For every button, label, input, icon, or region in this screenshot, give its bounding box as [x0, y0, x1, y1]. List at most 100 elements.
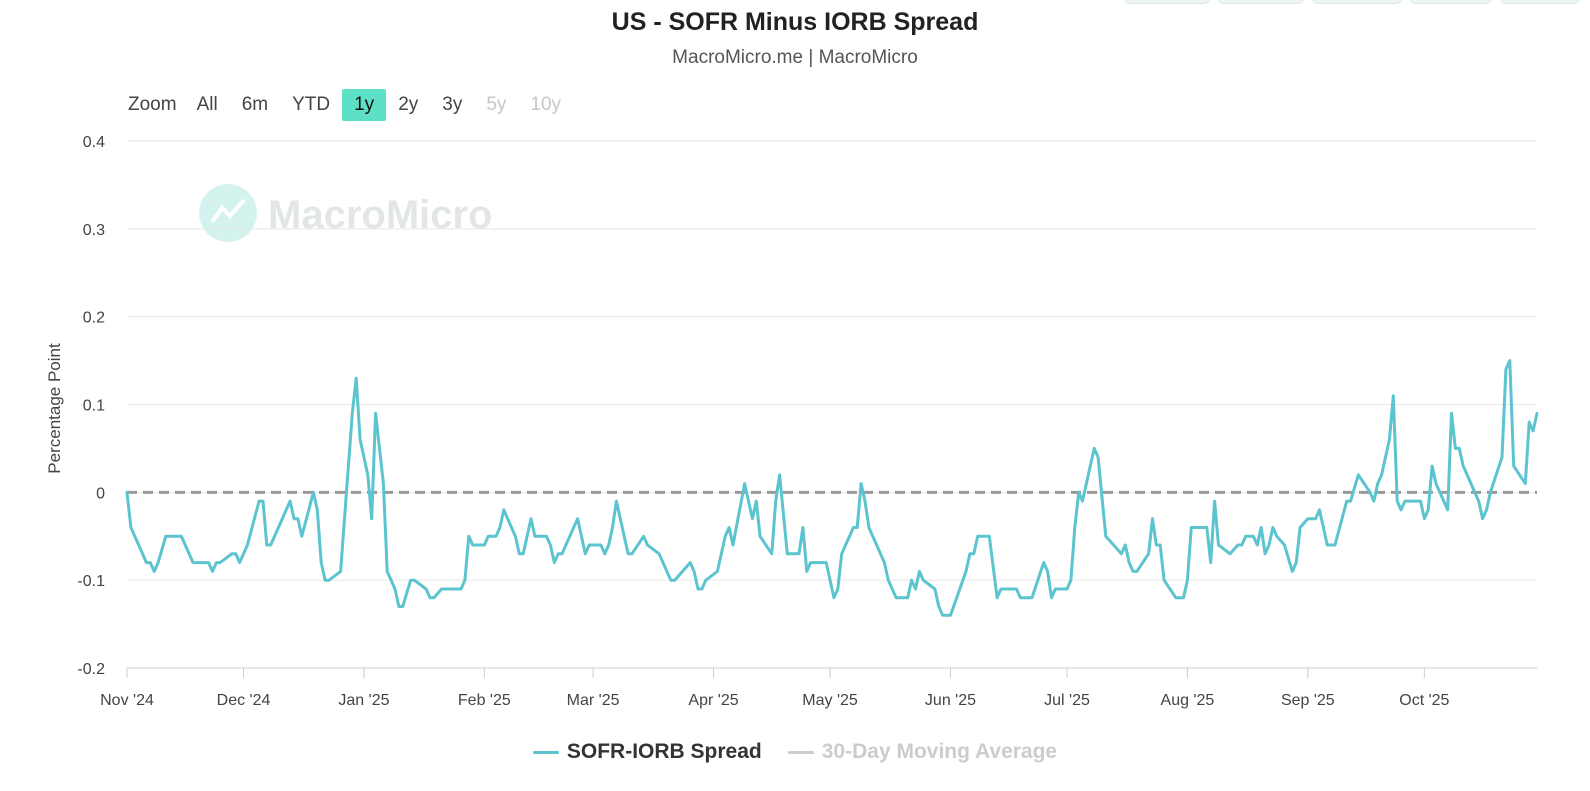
data-point [840, 552, 844, 556]
data-point [1030, 596, 1034, 600]
data-point [296, 517, 300, 521]
data-point [288, 499, 292, 503]
data-point [152, 569, 156, 573]
data-point [1325, 543, 1329, 547]
data-point [774, 499, 778, 503]
data-point [1147, 552, 1151, 556]
zoom-2y-button[interactable]: 2y [386, 89, 430, 121]
data-point [1488, 490, 1492, 494]
data-point [778, 473, 782, 477]
zoom-10y-button[interactable]: 10y [518, 89, 573, 121]
data-point [261, 499, 265, 503]
data-point [370, 517, 374, 521]
watermark-text: MacroMicro [268, 193, 493, 237]
data-point [599, 543, 603, 547]
data-point [1228, 552, 1232, 556]
data-point [1018, 596, 1022, 600]
data-point [1209, 561, 1213, 565]
data-point [696, 587, 700, 591]
data-point [949, 613, 953, 617]
data-point [824, 561, 828, 565]
data-point [630, 552, 634, 556]
data-point [1267, 543, 1271, 547]
data-point [583, 552, 587, 556]
data-point [1271, 526, 1275, 530]
data-point [1457, 446, 1461, 450]
data-point [1535, 411, 1539, 415]
data-point [1422, 517, 1426, 521]
zoom-all-button[interactable]: All [185, 89, 230, 121]
data-point [646, 543, 650, 547]
data-point [521, 552, 525, 556]
data-point [1306, 517, 1310, 521]
x-tick-label: Sep '25 [1281, 692, 1335, 709]
data-point [882, 561, 886, 565]
x-tick-label: Oct '25 [1399, 692, 1449, 709]
data-point [350, 411, 354, 415]
data-point [770, 552, 774, 556]
data-point [1450, 411, 1454, 415]
data-point [1500, 455, 1504, 459]
data-point [1081, 499, 1085, 503]
data-point [1426, 508, 1430, 512]
zoom-5y-button[interactable]: 5y [474, 89, 518, 121]
data-point [832, 596, 836, 600]
data-point [1213, 499, 1217, 503]
data-point [1240, 543, 1244, 547]
data-point [867, 526, 871, 530]
series-layer[interactable] [125, 359, 1539, 618]
legend-item-sofr-iorb-spread[interactable]: SOFR-IORB Spread [532, 740, 762, 764]
legend-item-30-day-moving-average[interactable]: 30-Day Moving Average [787, 740, 1058, 764]
data-point [1259, 526, 1263, 530]
data-point [836, 587, 840, 591]
data-point [428, 596, 432, 600]
data-point [1151, 517, 1155, 521]
y-tick-label: -0.2 [77, 661, 105, 678]
data-point [1504, 367, 1508, 371]
data-point [467, 534, 471, 538]
data-point [692, 569, 696, 573]
data-point [1477, 499, 1481, 503]
zoom-range-selector: Zoom All 6m YTD 1y 2y 3y 5y 10y [120, 89, 573, 121]
x-tick-label: Jun '25 [925, 692, 976, 709]
data-point [937, 605, 941, 609]
data-point [886, 578, 890, 582]
data-point [1469, 482, 1473, 486]
data-point [669, 578, 673, 582]
data-point [1349, 499, 1353, 503]
data-point [1419, 499, 1423, 503]
data-point [999, 587, 1003, 591]
data-point [1481, 517, 1485, 521]
data-point [1158, 543, 1162, 547]
y-tick-label: 0.4 [83, 134, 105, 151]
data-point [533, 534, 537, 538]
data-point [374, 411, 378, 415]
data-point [319, 561, 323, 565]
legend-label: 30-Day Moving Average [821, 740, 1058, 763]
zoom-6m-button[interactable]: 6m [230, 89, 280, 121]
y-tick-label: 0.3 [83, 222, 105, 239]
zoom-1y-button[interactable]: 1y [342, 89, 387, 121]
data-point [906, 596, 910, 600]
data-point [482, 543, 486, 547]
data-point [611, 526, 615, 530]
x-tick-label: Aug '25 [1161, 692, 1215, 709]
series-line-sofr-iorb-spread[interactable] [125, 359, 1539, 617]
data-point [688, 561, 692, 565]
zoom-ytd-button[interactable]: YTD [280, 89, 342, 121]
data-point [1531, 429, 1535, 433]
data-point [311, 490, 315, 494]
data-point [1236, 543, 1240, 547]
zoom-3y-button[interactable]: 3y [430, 89, 474, 121]
data-point [129, 526, 133, 530]
data-point [1205, 526, 1209, 530]
data-point [618, 517, 622, 521]
data-point [1372, 499, 1376, 503]
data-point [851, 526, 855, 530]
data-point [432, 596, 436, 600]
x-tick-label: Dec '24 [217, 692, 271, 709]
data-point [1485, 508, 1489, 512]
data-point [1046, 569, 1050, 573]
data-point [214, 561, 218, 565]
